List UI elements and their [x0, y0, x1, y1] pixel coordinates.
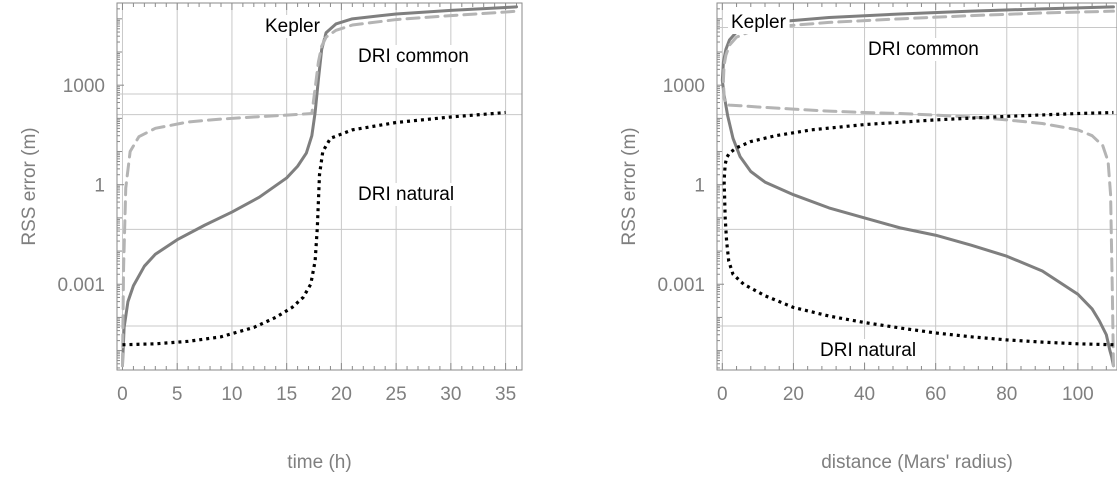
x-tick-label: 0: [717, 384, 728, 405]
curve-label-dri-natural: DRI natural: [358, 184, 454, 205]
y-tick-label: 1: [94, 176, 105, 197]
x-tick-label: 60: [925, 384, 946, 405]
y-tick-label: 1000: [663, 76, 705, 97]
x-tick-label: 80: [996, 384, 1017, 405]
y-axis-label: RSS error (m): [619, 127, 640, 245]
curve-label-dri-natural: DRI natural: [820, 340, 916, 361]
x-tick-label: 15: [276, 384, 297, 405]
x-tick-label: 20: [783, 384, 804, 405]
right-chart-distance: Kepler DRI common DRI natural 0 20 40 60 80 100 1…: [619, 2, 1117, 473]
y-tick-label: 0.001: [57, 275, 105, 296]
x-tick-label: 25: [386, 384, 407, 405]
series-line-dri-common: [120, 9, 519, 368]
y-tick-label: 1000: [63, 76, 105, 97]
series-line-kepler: [120, 5, 519, 368]
curve-label-dri-common: DRI common: [868, 39, 979, 60]
left-chart-time: Kepler DRI common DRI natural 0 5 10 15 20 25 30 3…: [19, 2, 523, 473]
y-axis-label: RSS error (m): [19, 127, 40, 245]
x-tick-label: 5: [172, 384, 183, 405]
y-tick-label: 1: [694, 176, 705, 197]
x-tick-label: 10: [221, 384, 242, 405]
series-line-dri-natural: [122, 110, 506, 347]
curve-label-dri-common: DRI common: [358, 46, 469, 67]
x-tick-label: 40: [854, 384, 875, 405]
series-group: [120, 5, 519, 368]
x-tick-label: 100: [1062, 384, 1094, 405]
x-axis-label: time (h): [287, 452, 351, 473]
y-tick-label: 0.001: [657, 275, 705, 296]
x-tick-label: 30: [440, 384, 461, 405]
x-tick-label: 20: [331, 384, 352, 405]
x-axis-label: distance (Mars' radius): [821, 452, 1013, 473]
series-line-dri-natural: [722, 110, 1114, 347]
curve-label-kepler: Kepler: [265, 16, 321, 37]
curve-label-kepler: Kepler: [731, 12, 787, 33]
plot-frame: [716, 2, 1117, 371]
x-tick-label: 35: [495, 384, 516, 405]
x-tick-label: 0: [117, 384, 128, 405]
plot-frame: [116, 2, 523, 371]
